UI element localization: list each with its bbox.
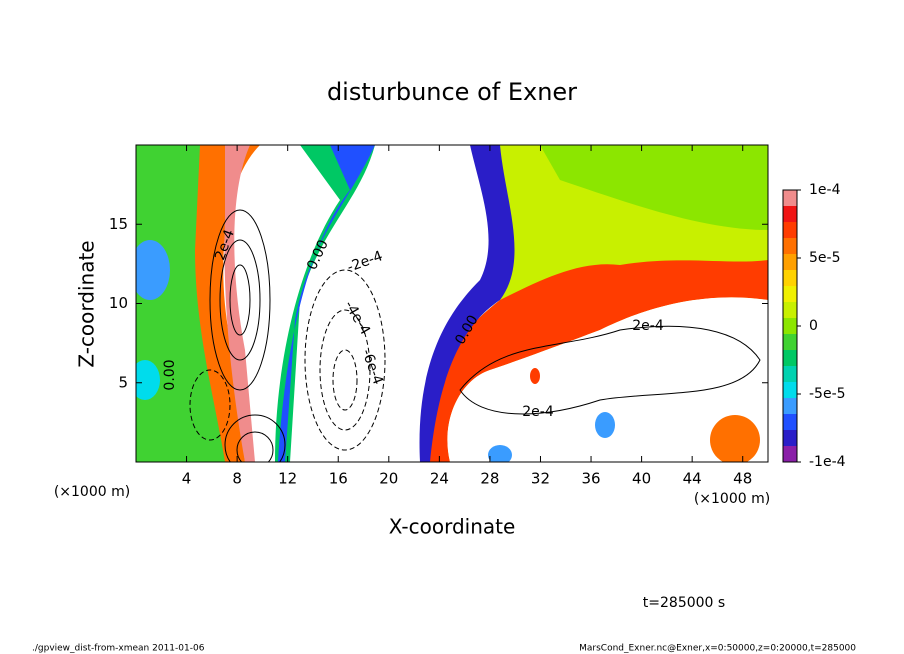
contour-label: 2e-4: [522, 404, 554, 420]
x-tick-label: 28: [480, 470, 499, 488]
x-tick-label: 20: [379, 470, 398, 488]
x-tick-label: 8: [232, 470, 242, 488]
colorbar-segment: [783, 334, 797, 350]
colorbar-segment: [783, 366, 797, 382]
colorbar-segment: [783, 350, 797, 366]
time-label: t=285000 s: [643, 595, 725, 611]
colorbar-tick-label: 5e-5: [809, 250, 840, 266]
contour-field: [136, 145, 768, 462]
footer-right: MarsCond_Exner.nc@Exner,x=0:50000,z=0:20…: [579, 644, 856, 654]
contour-label: 2e-4: [632, 318, 664, 334]
contour-label: 0.00: [162, 359, 178, 390]
x-tick-label: 44: [683, 470, 702, 488]
colorbar-segment: [783, 222, 797, 238]
colorbar-segment: [783, 302, 797, 318]
y-tick-label: 5: [118, 373, 128, 391]
y-tick-label: 10: [109, 294, 128, 312]
x-tick-label: 48: [733, 470, 752, 488]
chart-title: disturbunce of Exner: [327, 78, 577, 106]
y-tick-label: 15: [109, 215, 128, 233]
colorbar-segment: [783, 318, 797, 334]
colorbar-tick-label: 1e-4: [809, 182, 841, 198]
colorbar-segment: [783, 398, 797, 414]
x-axis-label: X-coordinate: [389, 515, 516, 539]
colorbar-segment: [783, 270, 797, 286]
colorbar-segment: [783, 446, 797, 462]
x-tick-label: 16: [329, 470, 348, 488]
colorbar-segment: [783, 254, 797, 270]
colorbar-tick-label: 0: [809, 318, 818, 334]
colorbar-tick-label: -5e-5: [809, 386, 846, 402]
x-tick-label: 32: [531, 470, 550, 488]
footer-left: ./gpview_dist-from-xmean 2011-01-06: [32, 644, 205, 654]
colorbar-segment: [783, 414, 797, 430]
colorbar-segment: [783, 190, 797, 206]
x-tick-label: 12: [278, 470, 297, 488]
colorbar-segment: [783, 238, 797, 254]
x-unit: (×1000 m): [694, 491, 770, 507]
x-tick-label: 24: [430, 470, 449, 488]
y-axis-label: Z-coordinate: [75, 240, 99, 367]
x-tick-label: 40: [632, 470, 651, 488]
colorbar-segment: [783, 382, 797, 398]
x-unit: (×1000 m): [54, 484, 130, 500]
colorbar-segment: [783, 430, 797, 446]
x-tick-label: 4: [182, 470, 192, 488]
colorbar-segment: [783, 286, 797, 302]
colorbar-segment: [783, 206, 797, 222]
colorbar-tick-label: -1e-4: [809, 454, 846, 470]
x-tick-label: 36: [581, 470, 600, 488]
